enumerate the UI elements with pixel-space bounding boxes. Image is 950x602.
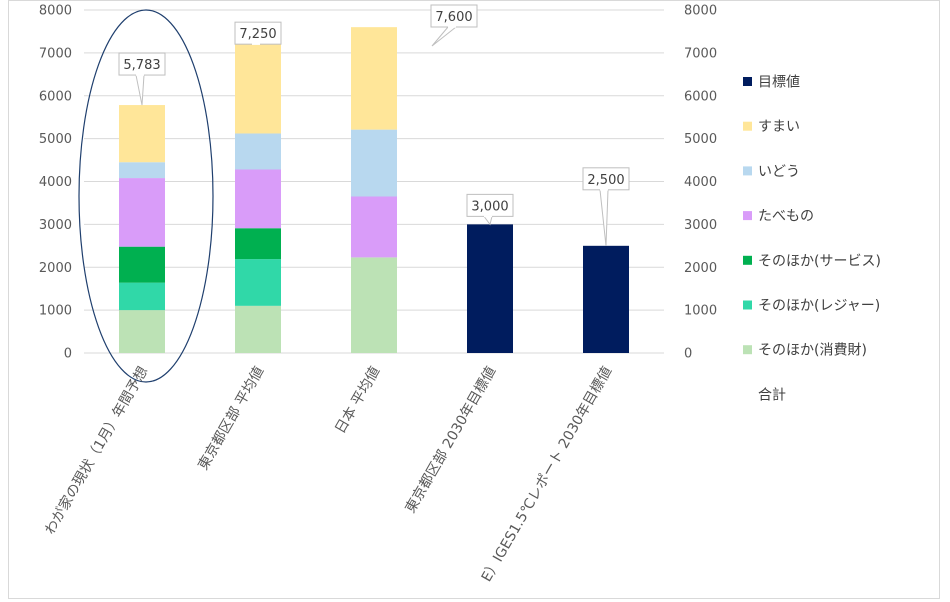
y-tick-label-left: 2000 xyxy=(39,261,72,276)
bar-segment xyxy=(235,228,281,260)
total-callout: 2,500 xyxy=(582,167,630,246)
total-callouts: 5,783 7,250 7,600 3,000 2,500 xyxy=(118,4,630,246)
legend-item: すまい xyxy=(743,119,800,135)
y-tick-label-left: 0 xyxy=(64,347,72,362)
y-tick-label-left: 6000 xyxy=(39,89,72,104)
total-callout: 5,783 xyxy=(118,52,166,106)
y-tick-label-left: 1000 xyxy=(39,304,72,319)
legend-swatch xyxy=(743,211,752,221)
legend-label: 目標値 xyxy=(758,75,800,91)
bar-segment xyxy=(467,224,513,353)
total-callout: 3,000 xyxy=(466,193,514,226)
bar-segment xyxy=(351,257,397,353)
bar-segment xyxy=(119,282,165,311)
bar-segment xyxy=(119,162,165,179)
legend-label: そのほか(消費財) xyxy=(758,343,867,359)
y-tick-label-left: 4000 xyxy=(39,175,72,190)
y-tick-label-left: 7000 xyxy=(39,46,72,61)
total-label: 3,000 xyxy=(471,199,508,214)
legend-item: いどう xyxy=(743,164,800,180)
x-category-label: わが家の現状（1月）年間予想 xyxy=(41,364,151,538)
legend-swatch xyxy=(743,77,752,86)
bar-segment xyxy=(119,310,165,353)
legend-swatch xyxy=(743,166,752,176)
y-tick-label-right: 1000 xyxy=(684,304,717,319)
highlight-ellipse xyxy=(78,9,214,383)
legend-item: たべもの xyxy=(743,209,814,225)
y-tick-label-left: 3000 xyxy=(39,218,72,233)
legend-swatch xyxy=(743,255,752,265)
legend-label: いどう xyxy=(758,164,800,180)
total-callout: 7,600 xyxy=(430,4,478,47)
bar-segment xyxy=(119,105,165,163)
y-tick-label-left: 8000 xyxy=(39,4,72,19)
y-tick-label-left: 5000 xyxy=(39,132,72,147)
legend-swatch xyxy=(743,345,752,355)
y-axis-right: 0 1000 2000 3000 4000 5000 6000 7000 8000 xyxy=(684,4,717,362)
legend-swatch xyxy=(743,300,752,310)
legend-label: そのほか(レジャー) xyxy=(758,298,880,314)
bar-segment xyxy=(235,169,281,229)
legend-swatch xyxy=(743,121,752,131)
legend-item: 目標値 xyxy=(743,75,800,91)
legend-label: すまい xyxy=(758,119,800,135)
bar-segment xyxy=(235,305,281,353)
legend-item: そのほか(サービス) xyxy=(743,253,881,269)
bar-segment xyxy=(351,129,397,197)
x-axis-labels: わが家の現状（1月）年間予想 東京都区部 平均値 日本 平均値 東京都区部 2030年… xyxy=(41,364,615,585)
x-category-label: E）IGES1.5℃レポート 2030年目標値 xyxy=(479,364,616,585)
legend-label: そのほか(サービス) xyxy=(758,253,881,269)
bar-segment xyxy=(235,42,281,134)
total-label: 7,600 xyxy=(435,10,472,25)
y-tick-label-right: 3000 xyxy=(684,218,717,233)
legend-item: 合計 xyxy=(758,387,786,403)
total-label: 5,783 xyxy=(123,58,160,73)
bar-segment xyxy=(351,196,397,258)
bar-segment xyxy=(351,27,397,130)
y-tick-label-right: 0 xyxy=(684,347,692,362)
y-tick-label-right: 5000 xyxy=(684,132,717,147)
x-category-label: 日本 平均値 xyxy=(332,364,383,436)
legend-label: たべもの xyxy=(758,209,814,225)
legend-item: そのほか(レジャー) xyxy=(743,298,880,314)
x-category-label: 東京都区部 平均値 xyxy=(195,364,267,473)
y-tick-label-right: 6000 xyxy=(684,89,717,104)
bar-segment xyxy=(235,133,281,170)
legend-item: そのほか(消費財) xyxy=(743,343,867,359)
y-tick-label-right: 2000 xyxy=(684,261,717,276)
bars xyxy=(119,27,629,353)
y-tick-label-right: 8000 xyxy=(684,4,717,19)
bar-segment xyxy=(235,259,281,306)
total-callout: 7,250 xyxy=(234,21,282,45)
y-tick-label-right: 4000 xyxy=(684,175,717,190)
bar-segment xyxy=(119,178,165,247)
total-label: 7,250 xyxy=(239,27,276,42)
total-label: 2,500 xyxy=(587,173,624,188)
y-axis-left: 0 1000 2000 3000 4000 5000 6000 7000 8000 xyxy=(39,4,72,362)
x-category-label: 東京都区部 2030年目標値 xyxy=(403,364,500,516)
bar-segment xyxy=(583,245,629,353)
bar-segment xyxy=(119,246,165,283)
y-tick-label-right: 7000 xyxy=(684,46,717,61)
legend-label: 合計 xyxy=(758,387,786,403)
